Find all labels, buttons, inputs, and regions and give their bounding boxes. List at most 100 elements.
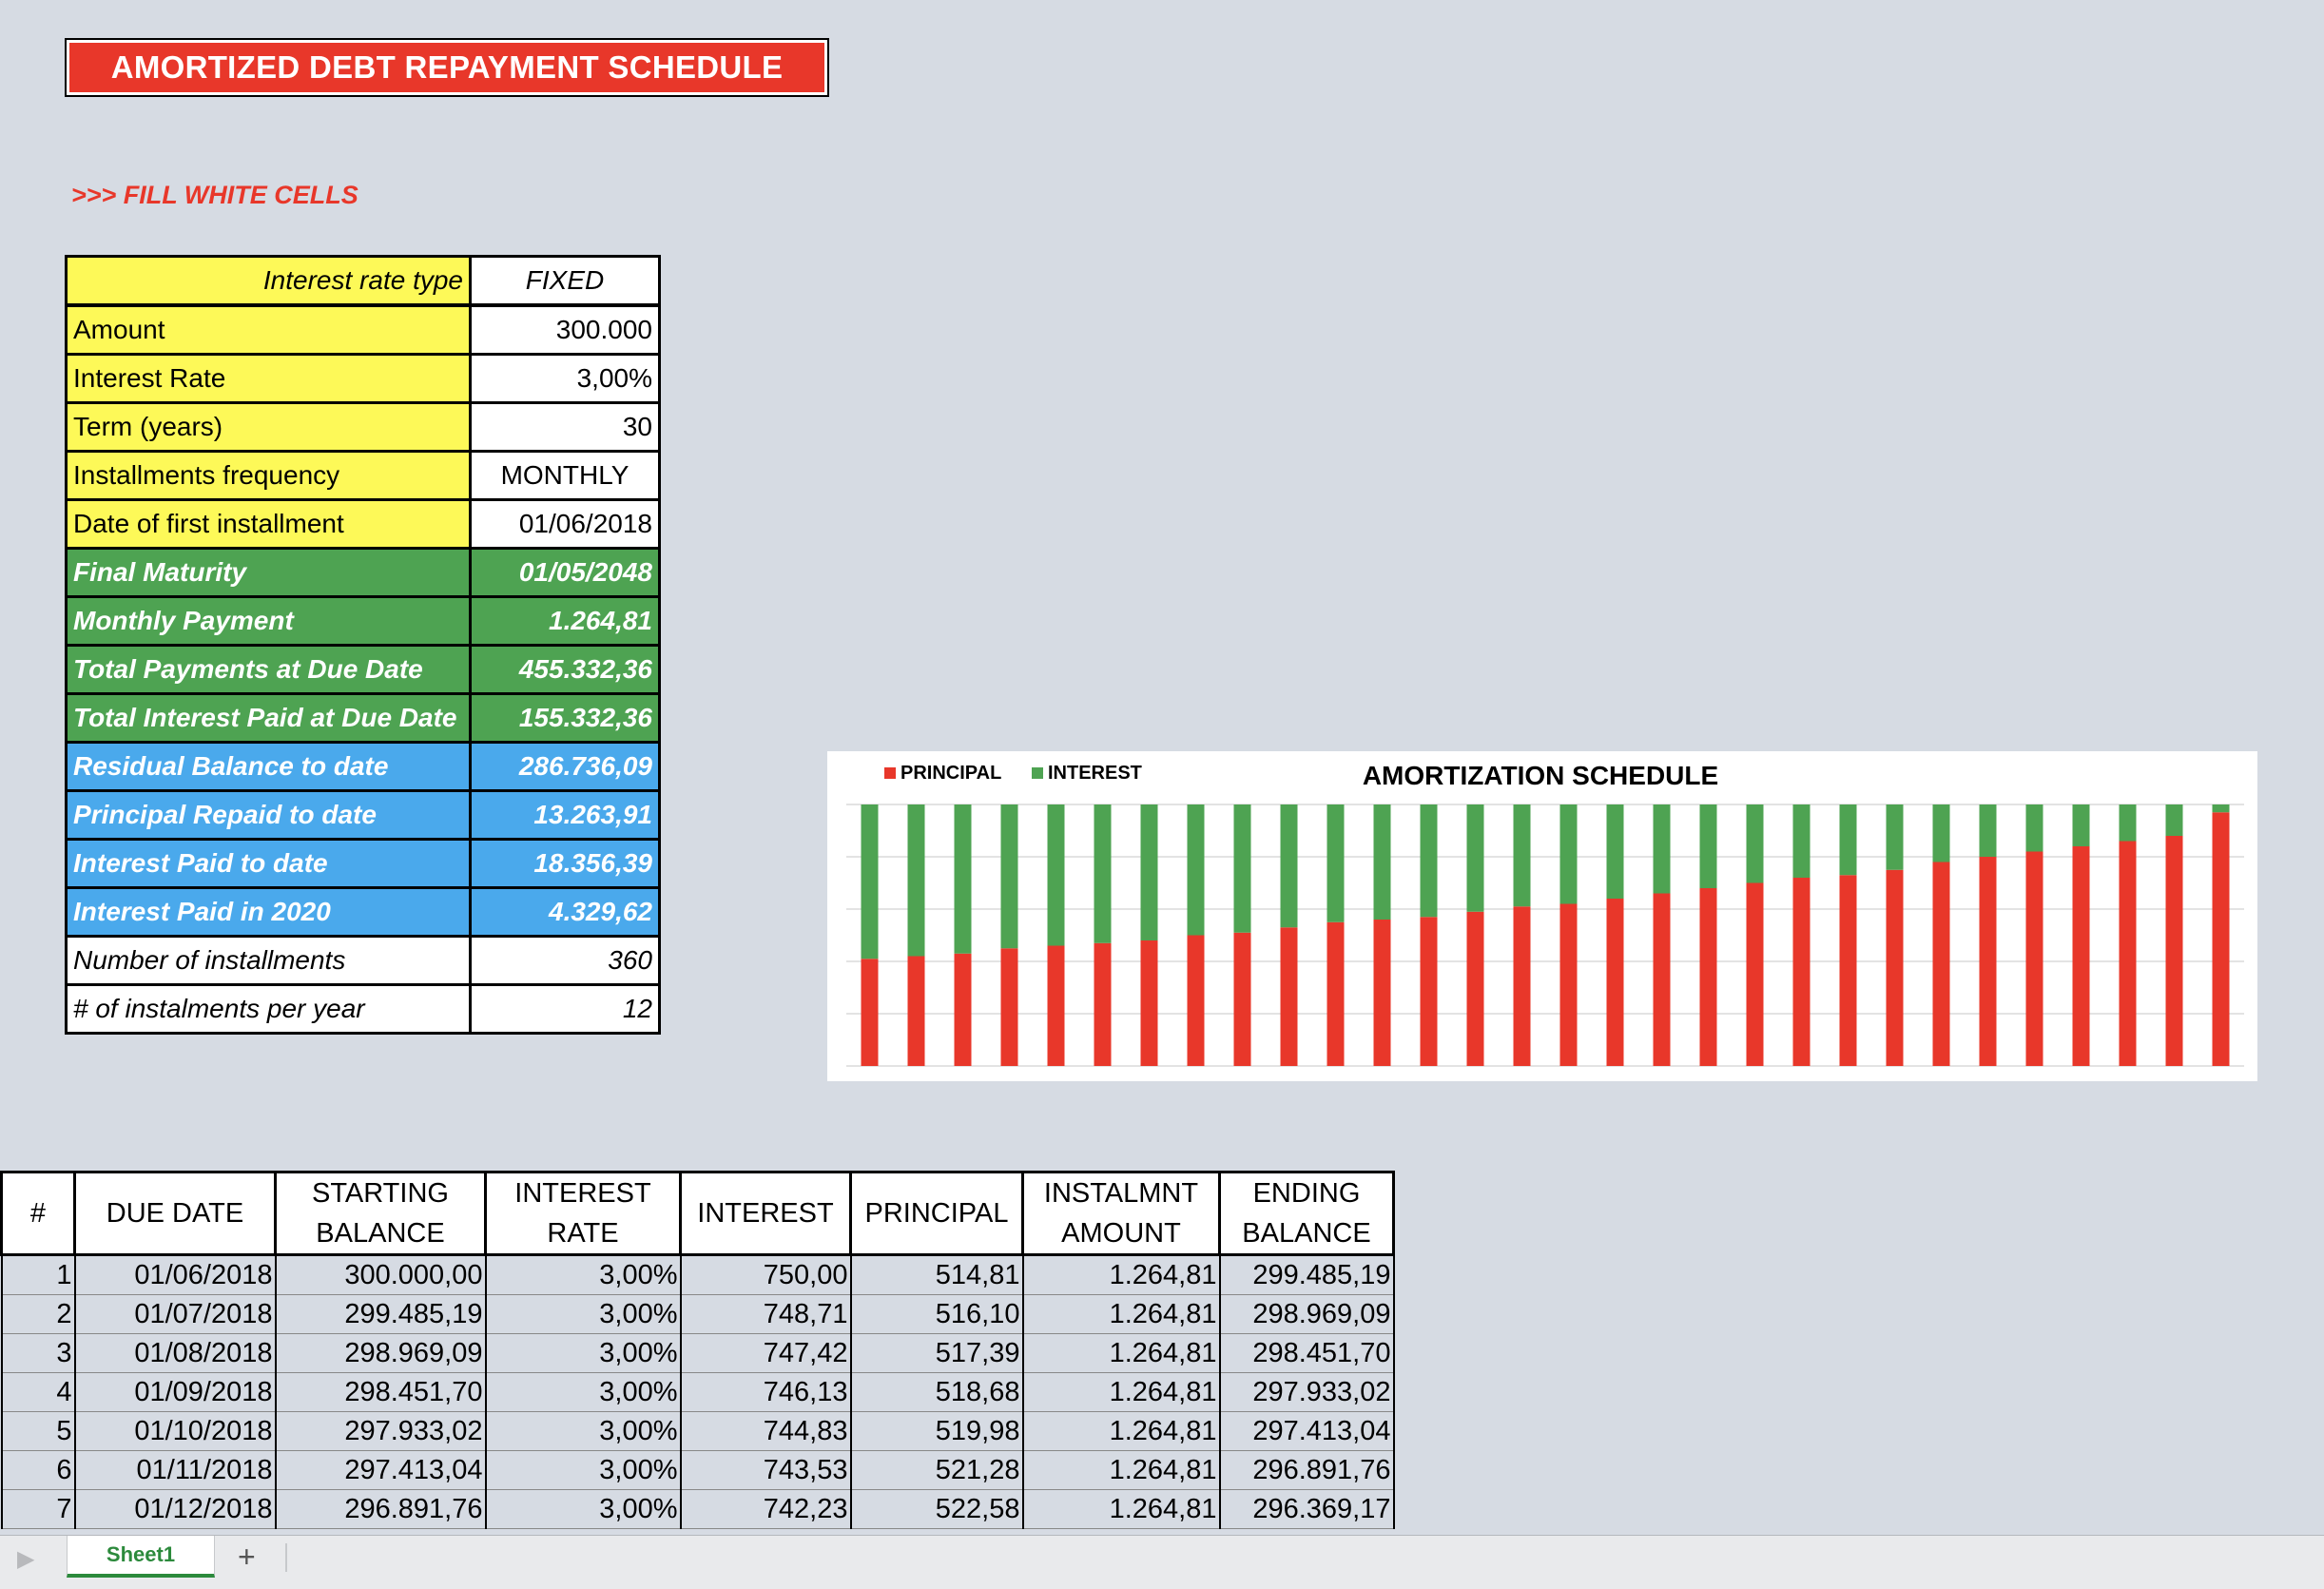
starting-balance-cell[interactable]: 300.000,00 [274, 1254, 487, 1295]
principal-cell[interactable]: 522,58 [849, 1489, 1024, 1529]
instalment-amount-cell[interactable]: 1.264,81 [1021, 1294, 1221, 1334]
table-row: 6 01/11/2018 297.413,04 3,00% 743,53 521,28 1.… [0, 1450, 1395, 1490]
term-cell[interactable]: 30 [469, 401, 661, 453]
ending-balance-cell[interactable]: 297.933,02 [1218, 1372, 1395, 1412]
principal-bar [2212, 812, 2230, 1066]
first-installment-date-cell[interactable]: 01/06/2018 [469, 498, 661, 550]
row-number-cell[interactable]: 3 [0, 1333, 76, 1373]
ending-balance-cell[interactable]: 298.969,09 [1218, 1294, 1395, 1334]
starting-balance-cell[interactable]: 298.451,70 [274, 1372, 487, 1412]
due-date-cell[interactable]: 01/08/2018 [73, 1333, 277, 1373]
row-number-cell[interactable]: 1 [0, 1254, 76, 1295]
interest-rate-type-cell[interactable]: FIXED [469, 255, 661, 307]
principal-bar [1699, 888, 1717, 1066]
interest-cell[interactable]: 742,23 [679, 1489, 852, 1529]
amount-cell[interactable]: 300.000 [469, 303, 661, 356]
interest-rate-cell[interactable]: 3,00% [484, 1489, 682, 1529]
col-header-number[interactable]: # [0, 1171, 76, 1256]
interest-rate-cell[interactable]: 3,00% [484, 1333, 682, 1373]
col-header-instalment-amount[interactable]: INSTALMNT AMOUNT [1021, 1171, 1221, 1256]
add-sheet-button[interactable]: + [238, 1540, 256, 1574]
final-maturity-value: 01/05/2048 [469, 547, 661, 598]
col-header-principal[interactable]: PRINCIPAL [849, 1171, 1024, 1256]
starting-balance-cell[interactable]: 296.891,76 [274, 1489, 487, 1529]
sheet-tab-bar: ▶ Sheet1 + [0, 1535, 2324, 1589]
ending-balance-cell[interactable]: 297.413,04 [1218, 1411, 1395, 1451]
row-number-cell[interactable]: 5 [0, 1411, 76, 1451]
interest-bar [1187, 804, 1205, 936]
instalment-amount-cell[interactable]: 1.264,81 [1021, 1254, 1221, 1295]
tab-scroll-icon[interactable]: ▶ [17, 1546, 35, 1572]
interest-bar [1559, 804, 1578, 904]
col-header-due-date[interactable]: DUE DATE [73, 1171, 277, 1256]
interest-bar [1140, 804, 1158, 940]
instalment-amount-cell[interactable]: 1.264,81 [1021, 1372, 1221, 1412]
interest-bar [1047, 804, 1065, 946]
principal-bar [1420, 917, 1438, 1066]
col-header-interest-rate[interactable]: INTEREST RATE [484, 1171, 682, 1256]
ending-balance-cell[interactable]: 296.891,76 [1218, 1450, 1395, 1490]
amortization-chart[interactable]: PRINCIPAL INTEREST AMORTIZATION SCHEDULE [827, 751, 2257, 1081]
principal-cell[interactable]: 517,39 [849, 1333, 1024, 1373]
ending-balance-cell[interactable]: 296.369,17 [1218, 1489, 1395, 1529]
interest-rate-cell[interactable]: 3,00% [469, 353, 661, 404]
interest-rate-cell[interactable]: 3,00% [484, 1450, 682, 1490]
principal-cell[interactable]: 518,68 [849, 1372, 1024, 1412]
due-date-cell[interactable]: 01/11/2018 [73, 1450, 277, 1490]
interest-cell[interactable]: 748,71 [679, 1294, 852, 1334]
ending-balance-cell[interactable]: 299.485,19 [1218, 1254, 1395, 1295]
legend-swatch [1032, 767, 1043, 779]
interest-bar [861, 804, 879, 959]
row-number-cell[interactable]: 4 [0, 1372, 76, 1412]
col-header-ending-balance[interactable]: ENDING BALANCE [1218, 1171, 1395, 1256]
starting-balance-cell[interactable]: 299.485,19 [274, 1294, 487, 1334]
due-date-cell[interactable]: 01/09/2018 [73, 1372, 277, 1412]
col-header-starting-balance[interactable]: STARTING BALANCE [274, 1171, 487, 1256]
interest-cell[interactable]: 747,42 [679, 1333, 852, 1373]
tab-sheet1[interactable]: Sheet1 [67, 1536, 215, 1578]
instalment-amount-cell[interactable]: 1.264,81 [1021, 1411, 1221, 1451]
instalment-amount-cell[interactable]: 1.264,81 [1021, 1333, 1221, 1373]
param-label: Amount [65, 303, 472, 356]
ending-balance-cell[interactable]: 298.451,70 [1218, 1333, 1395, 1373]
interest-bar [1979, 804, 1997, 857]
interest-bar [1932, 804, 1950, 862]
instalment-amount-cell[interactable]: 1.264,81 [1021, 1489, 1221, 1529]
interest-rate-cell[interactable]: 3,00% [484, 1372, 682, 1412]
param-label: Interest Rate [65, 353, 472, 404]
tab-separator [285, 1543, 287, 1572]
interest-rate-cell[interactable]: 3,00% [484, 1294, 682, 1334]
col-header-interest[interactable]: INTEREST [679, 1171, 852, 1256]
due-date-cell[interactable]: 01/07/2018 [73, 1294, 277, 1334]
table-row: 1 01/06/2018 300.000,00 3,00% 750,00 514,81 1.… [0, 1254, 1395, 1295]
interest-bar [1094, 804, 1112, 943]
instalment-amount-cell[interactable]: 1.264,81 [1021, 1450, 1221, 1490]
principal-bar [1932, 862, 1950, 1066]
row-number-cell[interactable]: 2 [0, 1294, 76, 1334]
interest-cell[interactable]: 744,83 [679, 1411, 852, 1451]
starting-balance-cell[interactable]: 298.969,09 [274, 1333, 487, 1373]
row-number-cell[interactable]: 6 [0, 1450, 76, 1490]
frequency-cell[interactable]: MONTHLY [469, 450, 661, 501]
interest-cell[interactable]: 743,53 [679, 1450, 852, 1490]
interest-bar [1000, 804, 1018, 949]
row-number-cell[interactable]: 7 [0, 1489, 76, 1529]
due-date-cell[interactable]: 01/06/2018 [73, 1254, 277, 1295]
due-date-cell[interactable]: 01/12/2018 [73, 1489, 277, 1529]
principal-cell[interactable]: 516,10 [849, 1294, 1024, 1334]
interest-rate-cell[interactable]: 3,00% [484, 1254, 682, 1295]
principal-cell[interactable]: 514,81 [849, 1254, 1024, 1295]
principal-cell[interactable]: 519,98 [849, 1411, 1024, 1451]
starting-balance-cell[interactable]: 297.933,02 [274, 1411, 487, 1451]
table-row: 4 01/09/2018 298.451,70 3,00% 746,13 518,68 1.… [0, 1372, 1395, 1412]
interest-cell[interactable]: 750,00 [679, 1254, 852, 1295]
principal-bar [1233, 932, 1251, 1066]
param-label: Installments frequency [65, 450, 472, 501]
principal-bar [2119, 841, 2137, 1066]
starting-balance-cell[interactable]: 297.413,04 [274, 1450, 487, 1490]
due-date-cell[interactable]: 01/10/2018 [73, 1411, 277, 1451]
interest-cell[interactable]: 746,13 [679, 1372, 852, 1412]
principal-bar [1606, 899, 1624, 1066]
interest-rate-cell[interactable]: 3,00% [484, 1411, 682, 1451]
principal-cell[interactable]: 521,28 [849, 1450, 1024, 1490]
